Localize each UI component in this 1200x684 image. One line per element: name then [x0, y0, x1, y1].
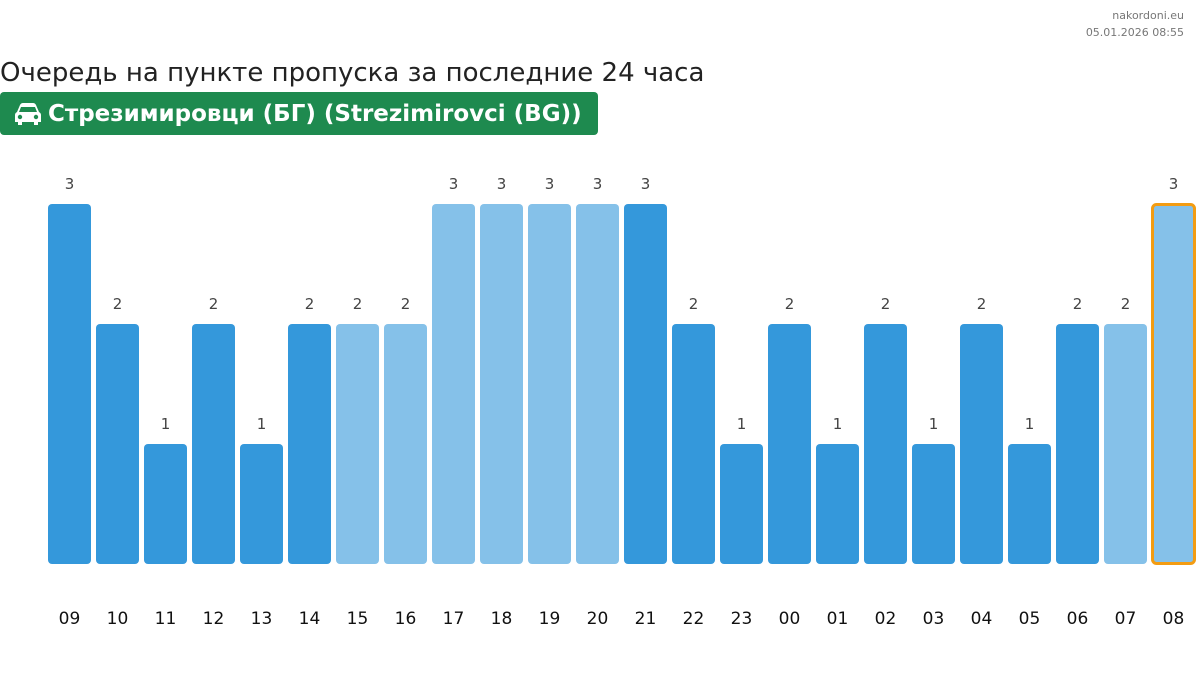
value-label: 1 [1025, 415, 1035, 433]
x-tick-label: 02 [875, 609, 897, 629]
value-label: 2 [977, 295, 987, 313]
x-tick-label: 17 [443, 609, 465, 629]
x-tick-label: 06 [1067, 609, 1089, 629]
x-tick-label: 16 [395, 609, 417, 629]
x-tick-label: 22 [683, 609, 705, 629]
bar-highlighted [1151, 203, 1196, 565]
value-label: 2 [1121, 295, 1131, 313]
value-label: 2 [209, 295, 219, 313]
bar [96, 324, 139, 564]
x-tick-label: 03 [923, 609, 945, 629]
site-name: nakordoni.eu [1112, 9, 1184, 22]
bar [912, 444, 955, 564]
bar [816, 444, 859, 564]
x-tick-label: 18 [491, 609, 513, 629]
value-label: 3 [641, 175, 651, 193]
value-label: 3 [449, 175, 459, 193]
value-label: 2 [401, 295, 411, 313]
bar [336, 324, 379, 564]
car-icon [15, 102, 41, 125]
bar [672, 324, 715, 564]
value-label: 2 [305, 295, 315, 313]
bar [960, 324, 1003, 564]
x-tick-label: 04 [971, 609, 993, 629]
value-label: 1 [161, 415, 171, 433]
bar [864, 324, 907, 564]
bar [576, 204, 619, 564]
bar [1104, 324, 1147, 564]
value-label: 2 [689, 295, 699, 313]
timestamp: 05.01.2026 08:55 [1085, 26, 1184, 39]
bar [1008, 444, 1051, 564]
x-tick-label: 20 [587, 609, 609, 629]
value-label: 1 [737, 415, 747, 433]
x-tick-label: 23 [731, 609, 753, 629]
value-label: 3 [65, 175, 75, 193]
bar [192, 324, 235, 564]
x-tick-label: 11 [155, 609, 177, 629]
bar [288, 324, 331, 564]
value-label: 2 [113, 295, 123, 313]
value-label: 1 [929, 415, 939, 433]
bar [624, 204, 667, 564]
bar [1056, 324, 1099, 564]
value-label: 2 [1073, 295, 1083, 313]
x-tick-label: 14 [299, 609, 321, 629]
x-tick-label: 13 [251, 609, 273, 629]
x-tick-label: 12 [203, 609, 225, 629]
bar [480, 204, 523, 564]
bar [720, 444, 763, 564]
bar [528, 204, 571, 564]
checkpoint-name: Стрезимировци (БГ) (Strezimirovci (BG)) [48, 100, 582, 127]
chart-title: Очередь на пункте пропуска за последние … [0, 58, 705, 88]
value-label: 3 [1169, 175, 1179, 193]
bar [768, 324, 811, 564]
value-label: 3 [593, 175, 603, 193]
x-tick-label: 08 [1163, 609, 1185, 629]
value-label: 3 [497, 175, 507, 193]
x-tick-label: 05 [1019, 609, 1041, 629]
x-tick-label: 21 [635, 609, 657, 629]
value-label: 1 [257, 415, 267, 433]
bar [432, 204, 475, 564]
value-label: 1 [833, 415, 843, 433]
x-tick-label: 19 [539, 609, 561, 629]
value-label: 2 [353, 295, 363, 313]
value-label: 2 [881, 295, 891, 313]
value-label: 3 [545, 175, 555, 193]
x-tick-label: 01 [827, 609, 849, 629]
x-tick-label: 15 [347, 609, 369, 629]
bar [48, 204, 91, 564]
x-tick-label: 09 [59, 609, 81, 629]
checkpoint-badge: Стрезимировци (БГ) (Strezimirovci (BG)) [0, 92, 598, 135]
value-label: 2 [785, 295, 795, 313]
bar [384, 324, 427, 564]
bar [240, 444, 283, 564]
bar [144, 444, 187, 564]
x-tick-label: 10 [107, 609, 129, 629]
x-tick-label: 00 [779, 609, 801, 629]
x-tick-label: 07 [1115, 609, 1137, 629]
